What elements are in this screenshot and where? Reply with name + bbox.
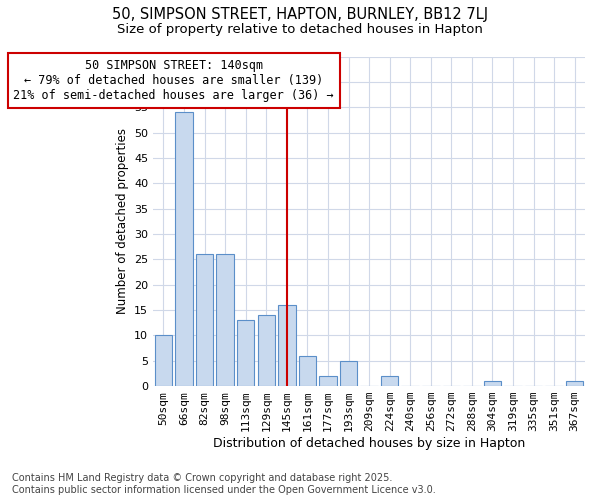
Bar [484, 381, 501, 386]
Bar [257, 315, 275, 386]
Bar [217, 254, 234, 386]
X-axis label: Distribution of detached houses by size in Hapton: Distribution of detached houses by size … [213, 437, 525, 450]
Bar [175, 112, 193, 386]
Bar [237, 320, 254, 386]
Bar [278, 305, 296, 386]
Bar [319, 376, 337, 386]
Y-axis label: Number of detached properties: Number of detached properties [116, 128, 128, 314]
Text: Size of property relative to detached houses in Hapton: Size of property relative to detached ho… [117, 22, 483, 36]
Bar [381, 376, 398, 386]
Bar [155, 336, 172, 386]
Bar [196, 254, 214, 386]
Bar [299, 356, 316, 386]
Text: Contains HM Land Registry data © Crown copyright and database right 2025.
Contai: Contains HM Land Registry data © Crown c… [12, 474, 436, 495]
Text: 50 SIMPSON STREET: 140sqm
← 79% of detached houses are smaller (139)
21% of semi: 50 SIMPSON STREET: 140sqm ← 79% of detac… [13, 59, 334, 102]
Bar [340, 360, 357, 386]
Text: 50, SIMPSON STREET, HAPTON, BURNLEY, BB12 7LJ: 50, SIMPSON STREET, HAPTON, BURNLEY, BB1… [112, 8, 488, 22]
Bar [566, 381, 583, 386]
